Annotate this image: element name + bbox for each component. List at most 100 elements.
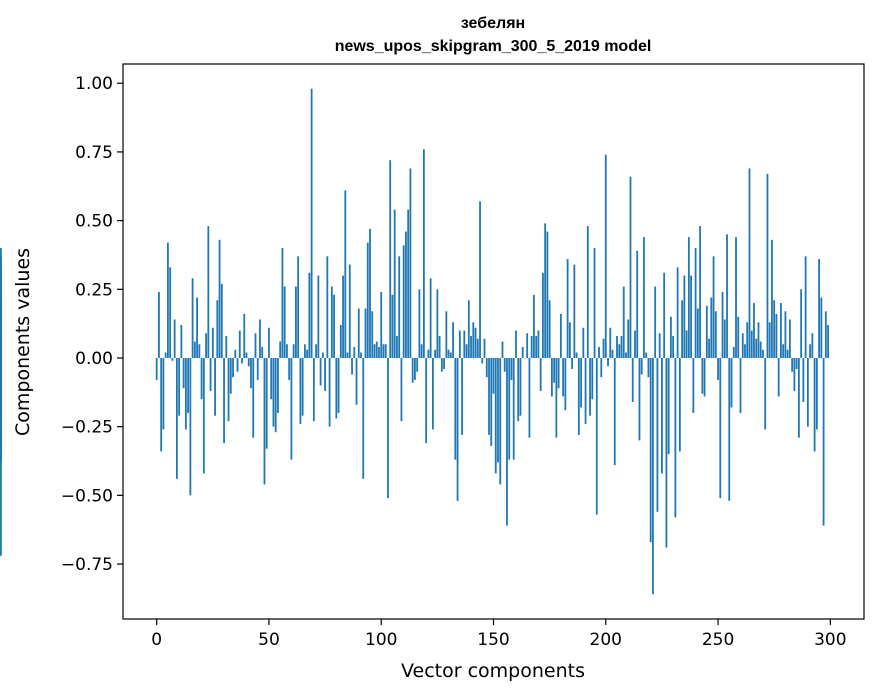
bar-6	[169, 267, 172, 358]
bar-23	[207, 226, 210, 358]
bar-17	[193, 341, 196, 358]
bar-92	[362, 357, 365, 479]
bar-239	[692, 357, 695, 413]
bar-233	[678, 357, 681, 452]
bar-25	[211, 327, 214, 358]
x-tick-label-300: 300	[814, 630, 846, 650]
bar-237	[687, 237, 690, 358]
bar-116	[416, 357, 419, 372]
bar-89	[355, 357, 358, 405]
bar-159	[512, 357, 515, 460]
bar-284	[793, 357, 796, 391]
bar-176	[550, 357, 553, 397]
bar-230	[672, 336, 675, 358]
bar-156	[506, 357, 508, 526]
bar-157	[508, 357, 511, 460]
bar-272	[766, 173, 769, 358]
bar-287	[800, 289, 803, 358]
bar-34	[232, 357, 234, 378]
bar-299	[827, 325, 829, 358]
bar-177	[553, 357, 556, 383]
bar-undefined	[0, 357, 2, 444]
bar-60	[290, 357, 293, 460]
bar-238	[690, 275, 692, 358]
bar-235	[683, 275, 686, 358]
bar-224	[658, 333, 661, 358]
bar-42	[250, 357, 252, 389]
bar-112	[407, 209, 410, 358]
bar-248	[712, 256, 715, 358]
bar-72	[317, 275, 320, 358]
bar-9	[175, 357, 178, 479]
plot-frame	[122, 63, 865, 620]
bar-158	[510, 357, 513, 380]
bar-36	[236, 357, 239, 372]
bar-10	[178, 357, 181, 416]
bar-undefined	[0, 357, 2, 367]
bar-99	[378, 347, 380, 358]
bar-208	[622, 286, 625, 358]
bar-257	[732, 347, 735, 358]
bar-264	[748, 168, 751, 358]
bar-269	[759, 341, 762, 358]
bar-187	[575, 352, 578, 358]
bar-140	[470, 336, 472, 358]
bar-150	[492, 357, 495, 394]
bar-183	[566, 259, 569, 358]
bar-234	[681, 300, 684, 358]
bar-222	[654, 286, 657, 358]
bar-68	[308, 272, 311, 358]
bar-24	[209, 357, 212, 391]
bar-220	[649, 357, 652, 543]
axes-layer: 0 50 100 150 200 250 300 −0.75 −0.50 −0.25 0.00 0.2…	[61, 74, 847, 650]
bar-229	[669, 316, 672, 358]
bar-69	[310, 88, 313, 358]
bar-277	[777, 357, 780, 397]
bar-44	[254, 333, 257, 358]
bar-252	[721, 292, 724, 358]
bar-250	[717, 357, 719, 380]
bar-20	[200, 357, 203, 400]
bar-204	[613, 357, 616, 466]
bar-19	[198, 344, 201, 358]
bar-138	[465, 344, 468, 358]
bar-242	[699, 226, 701, 358]
bar-261	[741, 333, 744, 358]
y-tick-label-3: 0.00	[75, 349, 113, 369]
bar-290	[806, 357, 809, 427]
bar-8	[173, 319, 176, 358]
bar-66	[303, 344, 306, 358]
bar-181	[562, 357, 565, 397]
bar-189	[580, 357, 582, 408]
bar-190	[582, 327, 585, 358]
bar-56	[281, 248, 284, 358]
bar-244	[703, 357, 706, 397]
bar-201	[607, 357, 609, 367]
bar-149	[490, 357, 493, 446]
bar-291	[809, 344, 812, 358]
bar-86	[348, 264, 351, 358]
bar-123	[431, 357, 434, 430]
bar-207	[620, 336, 623, 358]
bar-29	[220, 283, 223, 358]
bar-209	[625, 352, 627, 358]
x-tick-label-100: 100	[365, 630, 397, 650]
bar-30	[223, 357, 225, 444]
bar-260	[739, 357, 742, 413]
bar-58	[286, 344, 288, 358]
bar-175	[548, 300, 551, 358]
bar-63	[297, 256, 300, 358]
bar-48	[263, 357, 266, 485]
bar-84	[344, 190, 347, 358]
bar-83	[342, 275, 344, 358]
bar-103	[387, 357, 389, 499]
bar-253	[723, 319, 726, 358]
bar-115	[414, 357, 416, 380]
bar-107	[396, 336, 398, 358]
bar-27	[216, 300, 219, 358]
bar-52	[272, 357, 275, 427]
bar-77	[328, 357, 331, 427]
bar-undefined	[0, 352, 2, 358]
y-axis-label: Components values	[12, 248, 34, 436]
bar-114	[411, 357, 414, 383]
